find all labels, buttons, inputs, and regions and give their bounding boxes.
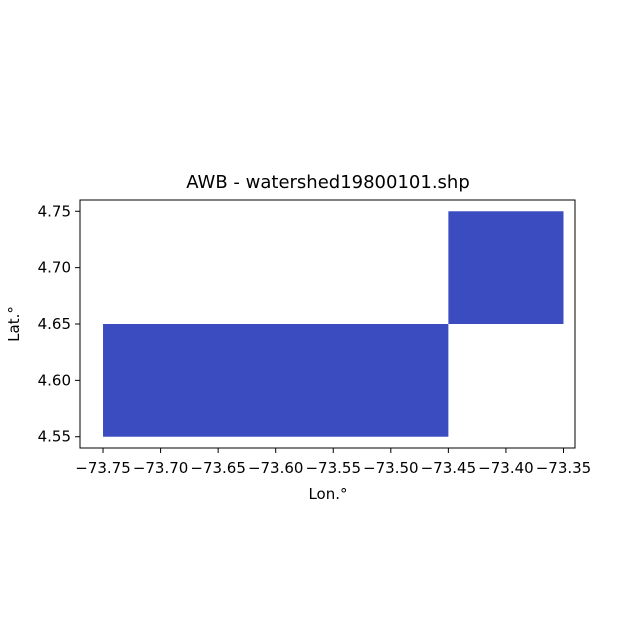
x-tick-label: −73.50	[363, 459, 419, 477]
y-tick-label: 4.60	[38, 371, 71, 389]
x-tick-label: −73.65	[190, 459, 246, 477]
x-tick-label: −73.60	[248, 459, 304, 477]
watershed-cell-2	[448, 211, 564, 324]
x-tick-label: −73.70	[133, 459, 189, 477]
x-tick-label: −73.75	[75, 459, 131, 477]
watershed-cell-1	[103, 324, 449, 437]
x-axis: −73.75 −73.70 −73.65 −73.60 −73.55 −73.50 −73.…	[75, 448, 591, 477]
x-axis-label: Lon.°	[308, 485, 347, 503]
y-tick-label: 4.75	[38, 202, 71, 220]
watershed-cells	[103, 211, 564, 437]
y-tick-label: 4.70	[38, 259, 71, 277]
y-tick-label: 4.55	[38, 428, 71, 446]
x-tick-label: −73.35	[536, 459, 592, 477]
y-axis: 4.55 4.60 4.65 4.70 4.75	[38, 202, 80, 446]
chart-title: AWB - watershed19800101.shp	[186, 172, 470, 193]
x-tick-label: −73.45	[421, 459, 477, 477]
x-tick-label: −73.55	[305, 459, 361, 477]
y-tick-label: 4.65	[38, 315, 71, 333]
y-axis-label: Lat.°	[5, 306, 23, 342]
x-tick-label: −73.40	[478, 459, 534, 477]
